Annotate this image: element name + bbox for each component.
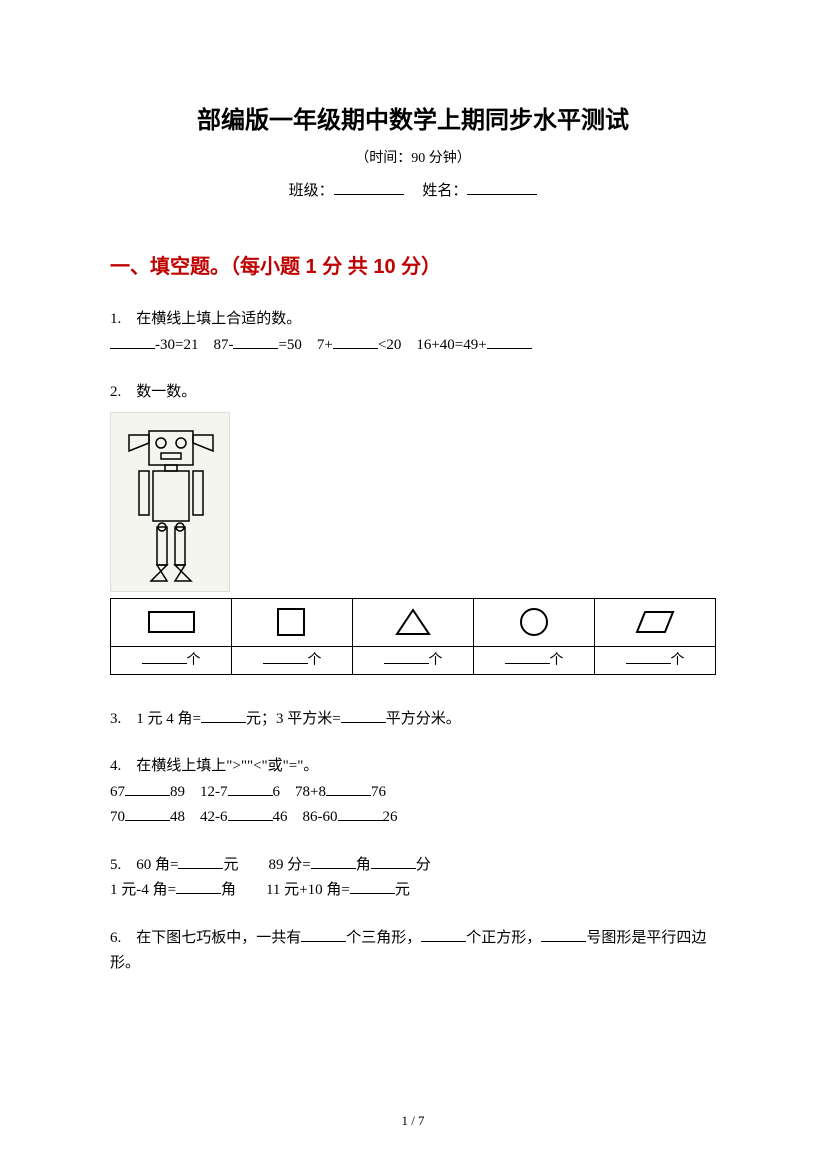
q1-blank-4[interactable] [487,333,532,349]
page-title: 部编版一年级期中数学上期同步水平测试 [110,100,716,135]
q4-num: 4. [110,758,121,774]
q6-a: 在下图七巧板中，一共有 [136,930,301,946]
question-3: 3. 1 元 4 角= 元；3 平方米= 平方分米。 [110,707,716,733]
page-number: 1 / 7 [0,1113,826,1129]
count-cell-2: 个 [232,646,353,674]
count-cell-5: 个 [595,646,716,674]
class-blank[interactable] [334,179,404,195]
q5-blank-3[interactable] [371,853,416,869]
q1-part-b: =50 7+ [278,337,332,353]
q6-b: 个三角形， [346,930,421,946]
count-blank-3[interactable] [384,648,429,664]
question-2: 2. 数一数。 [110,380,716,675]
q4-r1b: 89 12-7 [170,784,228,800]
question-6: 6. 在下图七巧板中，一共有个三角形，个正方形，号图形是平行四边形。 [110,926,716,977]
q6-num: 6. [110,930,121,946]
q4-blank-3[interactable] [326,780,371,796]
q5-r1b: 元 89 分= [223,857,310,873]
shape-parallelogram [595,598,716,646]
q5-r2a: 1 元-4 角= [110,882,176,898]
robot-figure [110,412,230,592]
q4-blank-1[interactable] [125,780,170,796]
count-blank-2[interactable] [263,648,308,664]
shapes-table: 个 个 个 个 个 [110,598,716,675]
count-blank-4[interactable] [505,648,550,664]
q4-r2a: 70 [110,809,125,825]
count-blank-1[interactable] [142,648,187,664]
q2-num: 2. [110,384,121,400]
count-suffix-3: 个 [429,653,443,668]
q1-blank-1[interactable] [110,333,155,349]
shape-circle [474,598,595,646]
count-suffix-4: 个 [550,653,564,668]
class-label: 班级： [289,183,334,199]
name-blank[interactable] [467,179,537,195]
shape-triangle [353,598,474,646]
q1-part-c: <20 16+40=49+ [378,337,487,353]
q1-blank-3[interactable] [333,333,378,349]
q4-r2b: 48 42-6 [170,809,228,825]
q3-num: 3. [110,711,121,727]
q5-r1d: 分 [416,857,431,873]
q5-r2c: 元 [395,882,410,898]
q5-num: 5. [110,857,121,873]
q4-blank-4[interactable] [125,805,170,821]
q5-r1a: 60 角= [136,857,178,873]
q6-blank-3[interactable] [541,926,586,942]
student-info: 班级： 姓名： [110,179,716,200]
q3-c: 平方分米。 [386,711,461,727]
section-1-heading: 一、填空题。（每小题 1 分 共 10 分） [110,250,716,279]
q6-c: 个正方形， [466,930,541,946]
q5-r1c: 角 [356,857,371,873]
q1-text: 在横线上填上合适的数。 [136,311,301,327]
time-label: （时间：90 分钟） [110,147,716,167]
q4-r1d: 76 [371,784,386,800]
q4-r2d: 26 [383,809,398,825]
q4-blank-6[interactable] [338,805,383,821]
q6-blank-1[interactable] [301,926,346,942]
q5-blank-2[interactable] [311,853,356,869]
q4-r1a: 67 [110,784,125,800]
q4-r2c: 46 86-60 [273,809,338,825]
shape-rectangle [111,598,232,646]
q3-blank-1[interactable] [201,707,246,723]
q3-blank-2[interactable] [341,707,386,723]
q1-blank-2[interactable] [233,333,278,349]
question-4: 4. 在横线上填上">""<"或"="。 67 89 12-7 6 78+8 76 7… [110,754,716,831]
q4-blank-2[interactable] [228,780,273,796]
q6-blank-2[interactable] [421,926,466,942]
count-cell-1: 个 [111,646,232,674]
count-suffix-2: 个 [308,653,322,668]
q5-blank-5[interactable] [350,878,395,894]
question-5: 5. 60 角= 元 89 分= 角 分 1 元-4 角= 角 11 元+10 角= 元 [110,853,716,904]
q1-part-a: -30=21 87- [155,337,233,353]
name-label: 姓名： [422,183,467,199]
q1-num: 1. [110,311,121,327]
count-suffix-5: 个 [671,653,685,668]
count-blank-5[interactable] [626,648,671,664]
q4-text: 在横线上填上">""<"或"="。 [136,758,318,774]
count-suffix-1: 个 [187,653,201,668]
question-1: 1. 在横线上填上合适的数。 -30=21 87- =50 7+ <20 16+40… [110,307,716,358]
q5-blank-1[interactable] [178,853,223,869]
count-cell-3: 个 [353,646,474,674]
q3-b: 元；3 平方米= [246,711,341,727]
q5-blank-4[interactable] [176,878,221,894]
q3-a: 1 元 4 角= [136,711,201,727]
q4-r1c: 6 78+8 [273,784,326,800]
q5-r2b: 角 11 元+10 角= [221,882,350,898]
q4-blank-5[interactable] [228,805,273,821]
shape-square [232,598,353,646]
count-cell-4: 个 [474,646,595,674]
q2-text: 数一数。 [136,384,196,400]
